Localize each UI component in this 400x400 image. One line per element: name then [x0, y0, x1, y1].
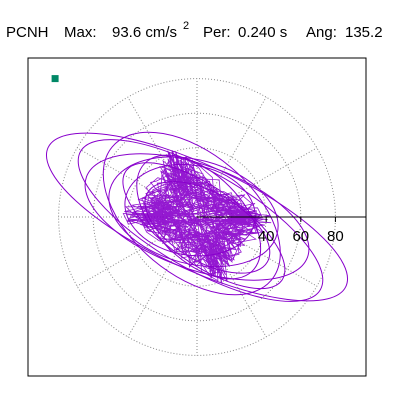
start-marker-group — [51, 75, 59, 83]
orbit-core-trace — [122, 150, 272, 285]
orbit-trace — [45, 131, 349, 302]
orbit-ellipse — [77, 139, 324, 302]
radial-tick-label: 40 — [258, 228, 275, 245]
grid-spoke — [76, 216, 198, 287]
start-marker — [51, 75, 59, 83]
radial-axis — [197, 216, 366, 222]
ang-value: 135.2 — [345, 24, 383, 41]
grid-spoke — [196, 147, 318, 218]
max-label: Max: — [64, 24, 97, 41]
grid-spoke — [196, 216, 267, 338]
radial-tick-labels: 40 60 80 — [258, 228, 344, 245]
orbit-ellipse — [122, 162, 286, 290]
orbit-ellipse — [102, 131, 281, 296]
per-label: Per: — [203, 24, 231, 41]
ang-label: Ang: — [306, 24, 337, 41]
orbit-ellipse — [108, 156, 279, 268]
grid-spoke — [196, 216, 318, 287]
radial-tick-label: 60 — [292, 228, 309, 245]
station-code: PCNH — [6, 24, 49, 41]
max-value: 93.6 cm/s — [112, 24, 177, 41]
grid-spoke — [127, 216, 198, 338]
radial-tick-label: 80 — [327, 228, 344, 245]
grid-spoke — [196, 96, 267, 218]
orbit-ellipse — [84, 153, 310, 281]
max-unit-exponent: 2 — [183, 20, 189, 32]
per-value: 0.240 s — [238, 24, 287, 41]
